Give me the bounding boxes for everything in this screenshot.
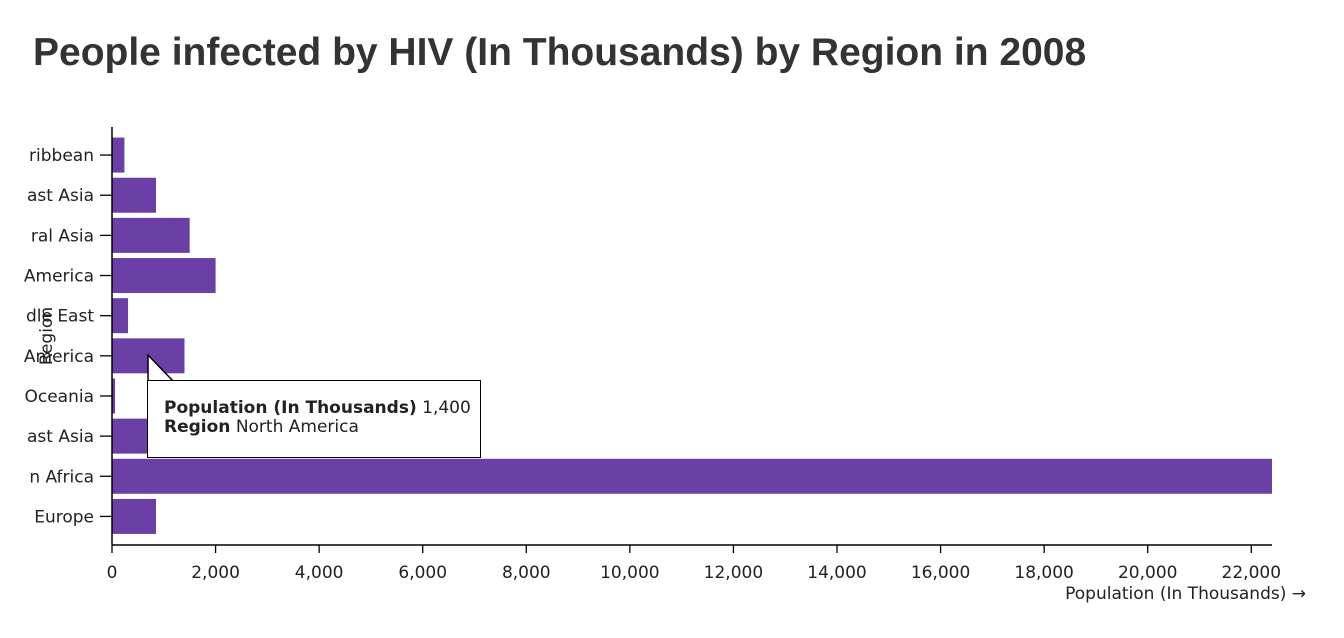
bar-south-east-asia[interactable] (112, 418, 154, 454)
x-tick-label-0: 0 (107, 563, 118, 583)
chart-title: People infected by HIV (In Thousands) by… (33, 31, 1087, 74)
x-tick-label-4000: 4,000 (295, 563, 344, 583)
bar-oceania[interactable] (112, 378, 116, 414)
tooltip-region-key: Region (164, 417, 231, 437)
y-tick-label-south-east-asia: ast Asia (27, 427, 94, 447)
y-axis-label: Region (37, 307, 57, 365)
x-tick-label-20000: 20,000 (1118, 563, 1177, 583)
x-tick-label-18000: 18,000 (1014, 563, 1073, 583)
x-tick-label-22000: 22,000 (1222, 563, 1281, 583)
y-tick-label-central-asia: ral Asia (31, 226, 94, 246)
y-tick-label-caribbean: ribbean (29, 146, 94, 166)
bar-sub-saharan-africa[interactable] (112, 458, 1272, 494)
tooltip-pointer (147, 354, 174, 382)
tooltip-region-row: Region North America (164, 418, 464, 437)
y-tick-label-east-asia: ast Asia (27, 186, 94, 206)
x-tick-label-2000: 2,000 (191, 563, 240, 583)
tooltip-value-row: Population (In Thousands) 1,400 (164, 398, 471, 418)
x-tick-label-8000: 8,000 (502, 563, 551, 583)
x-tick-label-6000: 6,000 (398, 563, 447, 583)
bar-western-europe[interactable] (112, 498, 157, 534)
x-tick-label-12000: 12,000 (704, 563, 763, 583)
bar-central-asia[interactable] (112, 217, 190, 253)
x-axis-label: Population (In Thousands) → (1065, 584, 1306, 604)
bar-latin-america[interactable] (112, 258, 216, 294)
y-tick-label-oceania: Oceania (24, 387, 94, 407)
y-tick-label-middle-east: dle East (26, 307, 94, 327)
tooltip: Population (In Thousands) 1,400 Region N… (147, 380, 481, 458)
bar-caribbean[interactable] (112, 137, 125, 173)
tooltip-value-key: Population (In Thousands) (164, 398, 417, 418)
y-tick-label-sub-saharan-africa: n Africa (29, 467, 94, 487)
tooltip-value: 1,400 (422, 398, 471, 418)
y-tick-label-north-america: America (24, 347, 94, 367)
tooltip-region: North America (235, 417, 359, 437)
y-axis: ribbean ast Asia ral Asia America dle East Am… (24, 127, 113, 545)
bar-east-asia[interactable] (112, 177, 157, 213)
x-tick-label-14000: 14,000 (807, 563, 866, 583)
x-axis: 0 2,000 4,000 6,000 8,000 10,000 12,000 14,000 1… (107, 544, 1281, 583)
y-tick-label-latin-america: America (24, 267, 94, 287)
y-tick-label-western-europe: Europe (34, 507, 94, 527)
bars-group (112, 137, 1272, 534)
x-tick-label-16000: 16,000 (911, 563, 970, 583)
bar-middle-east[interactable] (112, 298, 129, 334)
x-tick-label-10000: 10,000 (600, 563, 659, 583)
